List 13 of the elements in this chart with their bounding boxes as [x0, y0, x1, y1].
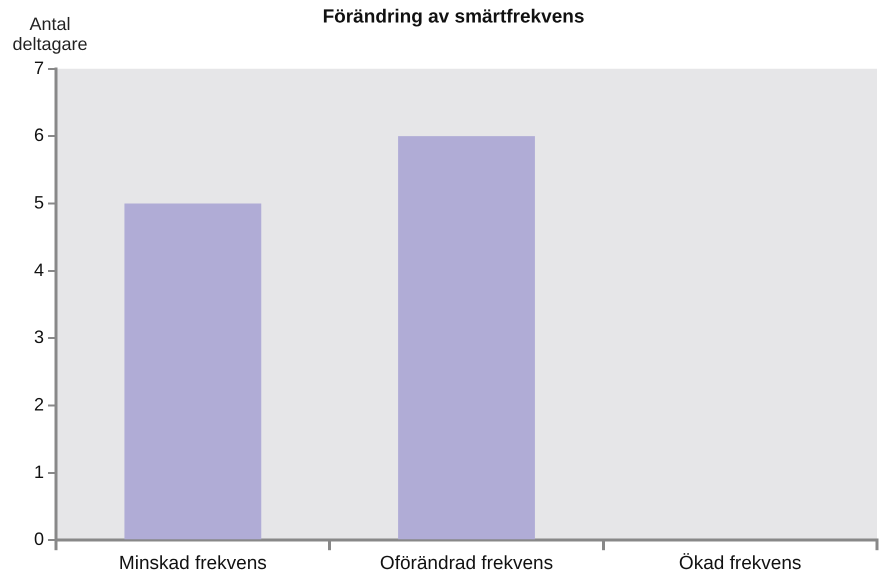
y-tick-label: 1 — [34, 462, 44, 482]
y-tick-label: 4 — [34, 260, 44, 280]
y-tick-label: 0 — [34, 529, 44, 550]
y-tick-label: 2 — [34, 394, 44, 414]
y-tick-label: 6 — [34, 125, 44, 146]
y-axis-title: Antal deltagare — [12, 14, 88, 54]
y-tick-label: 7 — [34, 58, 44, 78]
x-tick-label: Ökad frekvens — [678, 552, 802, 574]
x-tick-label: Minskad frekvens — [118, 552, 267, 574]
y-tick-label: 5 — [34, 192, 44, 212]
y-tick-label: 3 — [34, 327, 44, 348]
x-tick-label: Oförändrad frekvens — [380, 552, 554, 574]
chart-title: Förändring av smärtfrekvens — [322, 6, 584, 28]
